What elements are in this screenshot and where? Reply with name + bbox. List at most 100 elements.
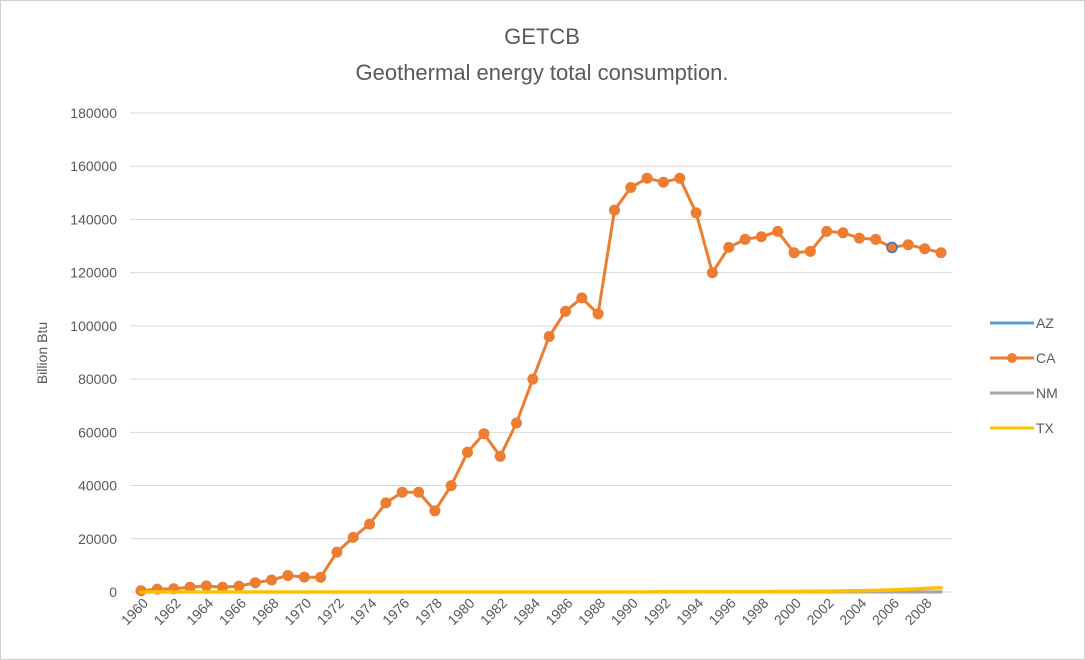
legend-item-nm: NM xyxy=(990,385,1058,401)
data-point xyxy=(478,428,490,440)
series-layer xyxy=(135,172,947,597)
y-tick-label: 100000 xyxy=(70,318,117,334)
data-point xyxy=(200,580,212,592)
y-tick-label: 180000 xyxy=(70,105,117,121)
data-point xyxy=(445,480,457,492)
legend-item-az: AZ xyxy=(990,315,1054,331)
data-point xyxy=(364,518,376,530)
data-point xyxy=(233,580,245,592)
data-point xyxy=(592,308,604,320)
data-point xyxy=(331,546,343,558)
data-point xyxy=(706,267,718,279)
data-point xyxy=(576,292,588,304)
legend-label: CA xyxy=(1036,350,1056,366)
data-point xyxy=(625,182,637,193)
x-tick-label: 1962 xyxy=(150,595,183,628)
data-point xyxy=(298,571,310,583)
x-tick-label: 1978 xyxy=(412,595,445,628)
x-tick-label: 1994 xyxy=(673,595,706,628)
y-axis-label: Billion Btu xyxy=(34,322,50,384)
data-point xyxy=(282,570,294,581)
x-tick-label: 1998 xyxy=(738,595,771,628)
data-point xyxy=(462,446,473,458)
x-tick-label: 2004 xyxy=(836,595,869,628)
data-point xyxy=(609,204,620,216)
data-point xyxy=(543,331,555,342)
data-point xyxy=(690,207,702,219)
data-point xyxy=(494,450,506,462)
y-tick-label: 20000 xyxy=(78,531,117,547)
data-point xyxy=(902,239,914,251)
data-point xyxy=(657,176,669,188)
legend: AZ CA NM TX xyxy=(990,315,1058,436)
legend-label: TX xyxy=(1036,420,1055,436)
data-point xyxy=(919,243,931,255)
x-tick-label: 1992 xyxy=(640,595,673,628)
y-tick-label: 80000 xyxy=(78,371,117,387)
data-point xyxy=(935,247,947,259)
y-tick-label: 160000 xyxy=(70,158,117,174)
x-tick-label: 1996 xyxy=(706,595,739,628)
data-point xyxy=(266,574,278,586)
data-point xyxy=(804,245,816,257)
x-tick-label: 1974 xyxy=(346,595,379,628)
x-tick-label: 2006 xyxy=(869,595,902,628)
y-tick-label: 60000 xyxy=(78,424,117,440)
data-point xyxy=(870,233,882,245)
data-point xyxy=(396,486,408,498)
data-point xyxy=(641,172,653,184)
data-point xyxy=(723,241,735,253)
series-tx xyxy=(139,585,943,594)
data-point xyxy=(347,531,359,543)
x-tick-label: 1982 xyxy=(477,595,510,628)
x-tick-label: 1988 xyxy=(575,595,608,628)
x-tick-label: 1970 xyxy=(281,595,314,628)
data-point xyxy=(739,233,751,245)
chart-title: GETCB xyxy=(504,24,580,49)
x-tick-label: 1986 xyxy=(542,595,575,628)
legend-item-ca: CA xyxy=(990,350,1056,366)
x-tick-label: 1960 xyxy=(118,595,151,628)
data-point xyxy=(788,247,800,259)
gridlines xyxy=(130,112,952,593)
x-tick-label: 1972 xyxy=(314,595,347,628)
x-tick-label: 2008 xyxy=(901,595,934,628)
y-axis-ticks: 0 20000 40000 60000 80000 100000 120000 140000 1… xyxy=(70,105,117,600)
data-point xyxy=(853,232,865,244)
y-tick-label: 0 xyxy=(109,584,117,600)
y-tick-label: 40000 xyxy=(78,478,117,494)
data-point xyxy=(527,373,539,385)
data-point xyxy=(413,486,425,498)
y-tick-label: 140000 xyxy=(70,211,117,227)
data-point xyxy=(821,225,833,237)
legend-label: NM xyxy=(1036,385,1058,401)
legend-label: AZ xyxy=(1036,315,1054,331)
data-point xyxy=(511,417,522,429)
series-line-tx xyxy=(139,585,943,594)
series-ca xyxy=(135,172,947,597)
data-point xyxy=(315,571,327,583)
x-tick-label: 1976 xyxy=(379,595,412,628)
data-point xyxy=(674,172,686,184)
legend-marker xyxy=(1007,353,1017,363)
x-axis-ticks: 1960 1962 1964 1966 1968 1970 1972 1974 1976 1978… xyxy=(118,595,935,628)
data-point xyxy=(560,305,571,317)
x-tick-label: 1964 xyxy=(183,595,216,628)
x-tick-label: 1968 xyxy=(248,595,281,628)
data-point xyxy=(837,227,849,239)
x-tick-label: 2002 xyxy=(803,595,836,628)
x-tick-label: 1984 xyxy=(510,595,543,628)
data-point xyxy=(772,225,784,237)
y-tick-label: 120000 xyxy=(70,265,117,281)
series-line-ca xyxy=(139,176,943,593)
data-point xyxy=(380,497,392,509)
x-tick-label: 1990 xyxy=(608,595,641,628)
chart-subtitle: Geothermal energy total consumption. xyxy=(356,60,729,85)
data-point xyxy=(429,505,441,517)
data-point xyxy=(755,231,767,243)
data-point xyxy=(249,577,261,589)
legend-item-tx: TX xyxy=(990,420,1055,436)
data-point xyxy=(886,241,898,254)
